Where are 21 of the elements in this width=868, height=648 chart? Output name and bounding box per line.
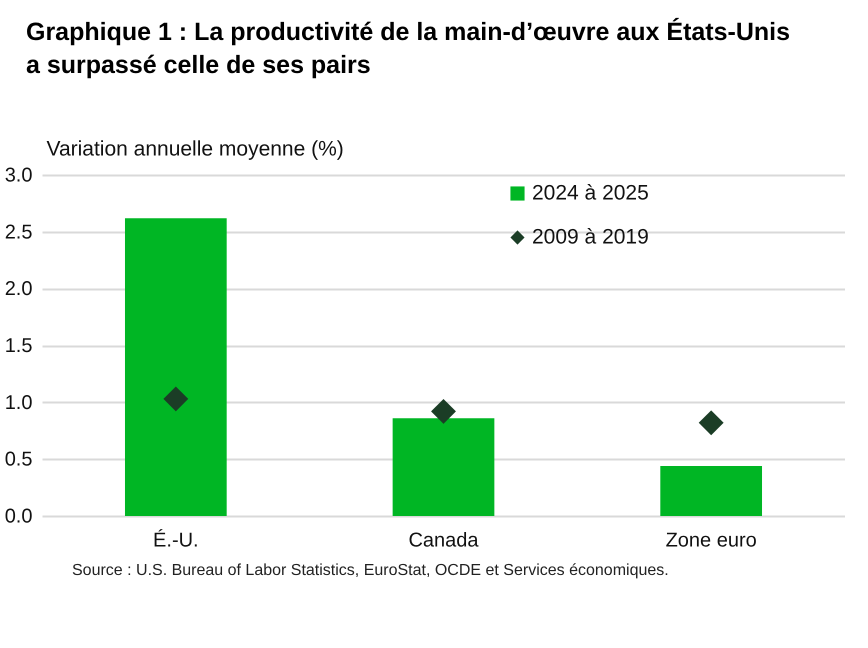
x-tick-label: Zone euro: [666, 530, 757, 552]
y-axis-title: Variation annuelle moyenne (%): [46, 138, 344, 160]
y-tick-label: 1.5: [4, 335, 32, 357]
y-tick-label: 2.5: [4, 221, 32, 244]
y-tick-label: 1.0: [4, 392, 32, 414]
y-tick-label: 0.5: [4, 448, 32, 471]
source-note: Source : U.S. Bureau of Labor Statistics, EuroStat, OCDE et Services économiques.: [72, 561, 670, 581]
point: [163, 386, 188, 412]
legend-label: 2009 à 2019: [532, 226, 649, 248]
bar: [124, 218, 227, 516]
point: [698, 410, 724, 436]
chart-title: Graphique 1 : La productivité de la main-d’œuvre aux États-Unis a surpassé celle de ses pairs: [26, 16, 792, 80]
x-tick-label: É.-U.: [153, 528, 199, 552]
legend-label: 2024 à 2025: [532, 182, 649, 204]
y-tick-label: 2.0: [4, 278, 32, 300]
bar: [660, 466, 762, 516]
x-tick-label: Canada: [408, 530, 480, 552]
y-tick-label: 0.0: [4, 506, 32, 528]
point: [431, 398, 456, 424]
bar: [392, 418, 494, 516]
y-tick-label: 3.0: [4, 164, 32, 186]
